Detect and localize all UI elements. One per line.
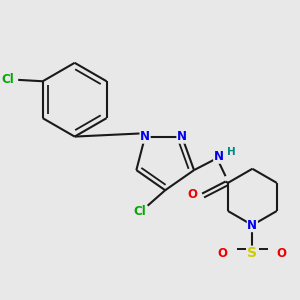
Text: Cl: Cl xyxy=(133,205,146,218)
Text: N: N xyxy=(248,219,257,232)
Text: O: O xyxy=(277,247,287,260)
Text: N: N xyxy=(177,130,187,143)
Text: S: S xyxy=(248,246,257,260)
Text: N: N xyxy=(214,150,224,163)
Text: N: N xyxy=(140,130,150,143)
Text: Cl: Cl xyxy=(2,74,14,86)
Text: H: H xyxy=(226,147,235,157)
Text: O: O xyxy=(218,247,228,260)
Text: O: O xyxy=(188,188,198,201)
